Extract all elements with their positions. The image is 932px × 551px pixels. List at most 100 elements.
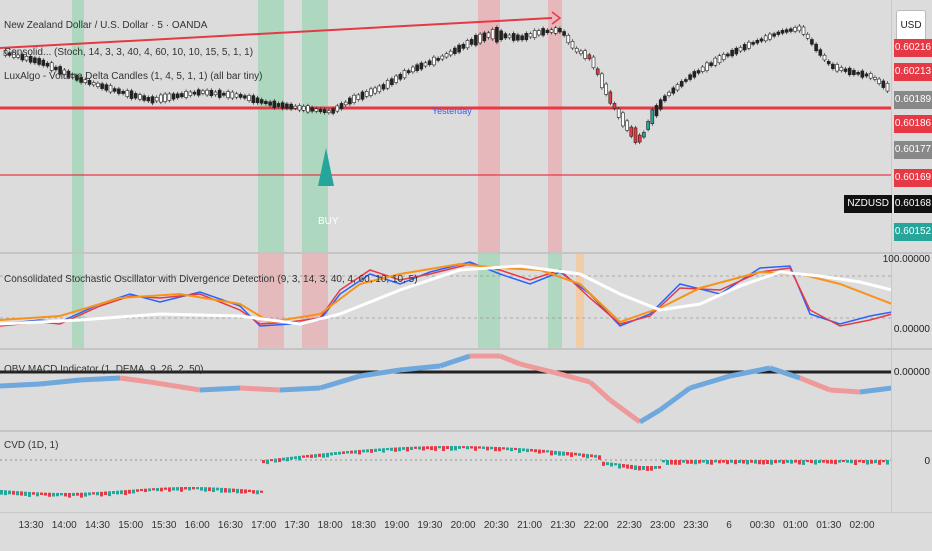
candle xyxy=(717,55,722,64)
cvd-pane[interactable]: CVD (1D, 1) xyxy=(0,432,892,512)
candle xyxy=(238,94,243,98)
candle xyxy=(226,91,230,99)
cvd-bar xyxy=(534,449,537,453)
cvd-bar xyxy=(730,460,733,463)
cvd-bar xyxy=(590,454,593,458)
cvd-bar xyxy=(108,491,111,497)
green-highlight-band xyxy=(478,254,500,348)
candle xyxy=(83,79,88,83)
obv-segment xyxy=(359,367,401,379)
cvd-bar xyxy=(8,490,11,495)
candle xyxy=(604,83,608,95)
candle xyxy=(41,59,46,66)
cvd-bar xyxy=(474,446,477,451)
price-pane[interactable]: Yesterday BUY New Zealand Dollar / U.S. D… xyxy=(0,0,892,252)
pane-separator[interactable] xyxy=(0,430,932,432)
osc-top-value: 100.00000 xyxy=(882,254,930,265)
candle xyxy=(125,90,130,97)
obv-axis[interactable]: 0.00000 xyxy=(891,350,932,430)
candle xyxy=(75,75,79,81)
cvd-bar xyxy=(662,460,665,463)
candle xyxy=(600,73,604,89)
pane-separator[interactable] xyxy=(0,252,932,254)
candle xyxy=(234,93,239,98)
currency-button[interactable]: USD xyxy=(896,10,926,42)
red-highlight-band xyxy=(258,254,284,348)
indicator-label-2[interactable]: LuxAlgo - Volume Delta Candles (1, 4, 5,… xyxy=(4,71,263,82)
cvd-title[interactable]: CVD (1D, 1) xyxy=(4,440,59,451)
candle xyxy=(499,30,503,41)
obv-segment xyxy=(279,385,321,393)
time-axis[interactable] xyxy=(0,512,932,551)
cvd-bar xyxy=(104,491,107,496)
candle xyxy=(79,76,83,83)
price-chart[interactable]: Yesterday BUY xyxy=(0,0,892,252)
time-tick-label: 15:30 xyxy=(151,520,177,531)
obv-title[interactable]: OBV MACD Indicator (1, DEMA, 9, 26, 2, 5… xyxy=(4,364,204,375)
cvd-bar xyxy=(718,460,721,464)
cvd-bar xyxy=(674,460,677,465)
cvd-bar xyxy=(846,460,849,463)
cvd-bar xyxy=(582,453,585,458)
oscillator-title[interactable]: Consolidated Stochastic Oscillator with … xyxy=(4,274,418,285)
oscillator-pane[interactable]: Consolidated Stochastic Oscillator with … xyxy=(0,254,892,348)
cvd-bar xyxy=(184,487,187,490)
cvd-bar xyxy=(686,460,689,464)
cvd-bar xyxy=(754,460,757,464)
time-tick-label: 01:00 xyxy=(783,520,809,531)
cvd-bar xyxy=(28,491,31,497)
orange-highlight-band xyxy=(576,254,584,348)
cvd-bar xyxy=(96,492,99,496)
cvd-bar xyxy=(188,487,191,491)
cvd-bar xyxy=(406,446,409,452)
candle xyxy=(608,91,613,104)
cvd-bar xyxy=(136,489,139,492)
candle xyxy=(469,39,474,45)
cvd-bar xyxy=(770,460,773,465)
obv-pane[interactable]: OBV MACD Indicator (1, DEMA, 9, 26, 2, 5… xyxy=(0,350,892,430)
candle xyxy=(843,68,848,72)
cvd-bar xyxy=(514,447,517,451)
candle xyxy=(348,97,352,105)
cvd-bar xyxy=(168,487,171,492)
cvd-bar xyxy=(434,446,437,451)
cvd-bar xyxy=(92,492,95,495)
pane-separator[interactable] xyxy=(0,348,932,350)
candle xyxy=(587,54,592,60)
cvd-bar xyxy=(262,460,265,464)
cvd-axis[interactable]: 0 xyxy=(891,432,932,512)
cvd-bar xyxy=(204,487,207,492)
cvd-bar xyxy=(120,490,123,495)
cvd-bar xyxy=(228,488,231,493)
candle xyxy=(625,120,629,131)
cvd-bar xyxy=(506,447,509,451)
time-tick-label: 20:30 xyxy=(483,520,509,531)
candle xyxy=(280,102,285,109)
candle xyxy=(352,94,356,103)
cvd-bar xyxy=(470,446,473,449)
candle xyxy=(37,58,41,65)
candle xyxy=(465,40,470,49)
symbol-title[interactable]: New Zealand Dollar / U.S. Dollar · 5 · O… xyxy=(4,20,208,31)
candle xyxy=(289,103,293,110)
price-label: 0.60152 xyxy=(894,223,932,241)
candle xyxy=(432,56,436,66)
cvd-bar xyxy=(438,446,441,449)
candle xyxy=(54,66,58,71)
cvd-bar xyxy=(88,492,91,496)
oscillator-axis[interactable]: 100.00000 0.00000 xyxy=(883,254,932,348)
cvd-bar xyxy=(298,455,301,461)
cvd-bar xyxy=(670,460,673,465)
indicator-label-1[interactable]: Consolid... (Stoch, 14, 3, 3, 40, 4, 60,… xyxy=(4,47,254,58)
cvd-bar xyxy=(734,460,737,465)
cvd-bar xyxy=(430,446,433,451)
cvd-bar xyxy=(578,453,581,456)
cvd-bar xyxy=(746,460,749,465)
candle xyxy=(654,105,659,117)
candle xyxy=(184,91,188,98)
candle xyxy=(629,126,634,137)
candle xyxy=(16,54,20,58)
candle xyxy=(797,25,802,32)
candle xyxy=(591,56,596,69)
cvd-bar xyxy=(466,446,469,450)
